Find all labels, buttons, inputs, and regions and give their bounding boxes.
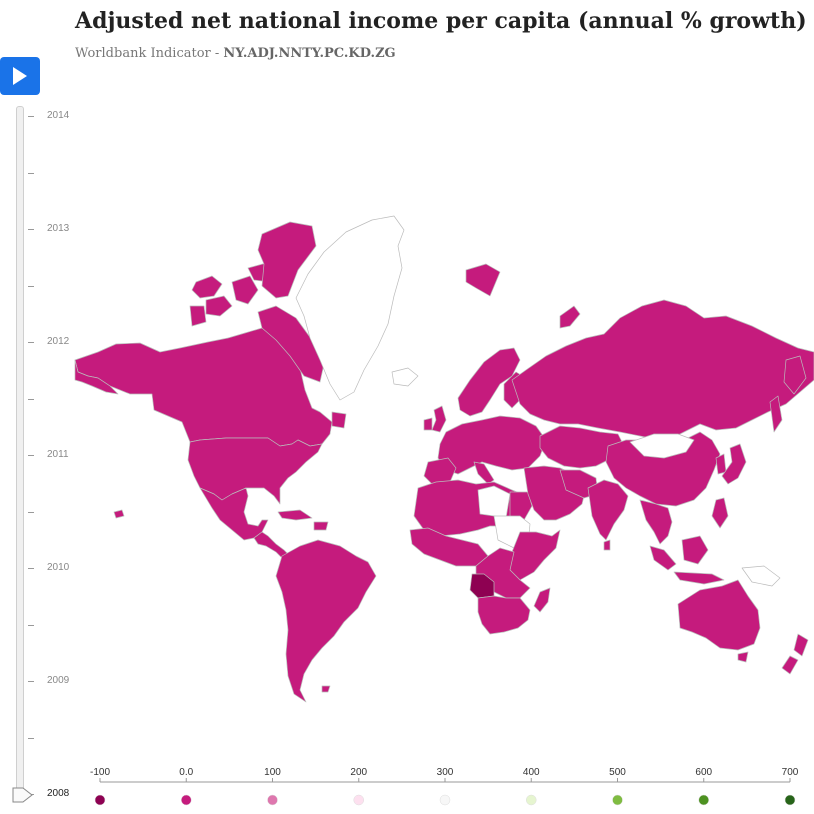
country-falklands[interactable]	[321, 685, 331, 693]
timeline-minor-tick	[28, 285, 34, 287]
country-novaya-zemlya[interactable]	[559, 305, 581, 329]
country-canada-arctic-2[interactable]	[205, 295, 233, 317]
chart-subtitle: Worldbank Indicator - NY.ADJ.NNTY.PC.KD.…	[75, 46, 396, 61]
legend-swatch	[784, 794, 796, 806]
country-alaska[interactable]	[74, 359, 119, 395]
legend-swatch	[353, 794, 364, 806]
country-ireland[interactable]	[423, 417, 433, 431]
country-sumatra[interactable]	[649, 545, 677, 571]
timeline-slider-handle[interactable]	[12, 787, 34, 803]
timeline-minor-tick	[28, 172, 34, 174]
country-iceland[interactable]	[391, 367, 419, 387]
timeline-tick	[28, 681, 34, 682]
legend-label: 700	[782, 767, 799, 778]
timeline-year-label[interactable]: 2014	[47, 110, 70, 121]
timeline-tick	[28, 455, 34, 456]
country-hawaii[interactable]	[113, 509, 125, 519]
timeline-year-label[interactable]: 2012	[47, 336, 70, 347]
subtitle-prefix: Worldbank Indicator -	[75, 46, 224, 61]
country-southeast-asia[interactable]	[639, 499, 673, 545]
legend-label: 300	[437, 767, 454, 778]
country-india[interactable]	[587, 479, 629, 541]
legend-swatch	[526, 794, 537, 806]
timeline-year-label[interactable]: 2008	[47, 788, 70, 799]
country-tasmania[interactable]	[737, 651, 749, 663]
legend-label: 500	[609, 767, 626, 778]
timeline-year-label[interactable]: 2010	[47, 562, 70, 573]
legend-label: 400	[523, 767, 540, 778]
country-japan[interactable]	[721, 443, 747, 485]
legend-swatch	[698, 794, 709, 806]
country-greenland[interactable]	[295, 215, 405, 401]
legend-swatch	[181, 794, 192, 806]
timeline-year-label[interactable]: 2011	[47, 449, 69, 460]
country-sri-lanka[interactable]	[603, 539, 611, 551]
timeline-tick	[28, 568, 34, 569]
legend-label: -100	[90, 767, 110, 778]
timeline-minor-tick	[28, 737, 34, 739]
legend-swatch	[94, 794, 106, 806]
country-svalbard[interactable]	[465, 263, 501, 297]
country-nz-south[interactable]	[781, 655, 799, 675]
play-icon	[13, 67, 27, 85]
country-nz-north[interactable]	[793, 633, 809, 657]
country-uk[interactable]	[431, 405, 447, 433]
legend-swatch	[267, 794, 278, 806]
country-papua[interactable]	[741, 565, 781, 587]
country-taiwan-philippines[interactable]	[711, 497, 729, 529]
country-kamchatka[interactable]	[783, 355, 807, 395]
country-southern-africa[interactable]	[477, 595, 531, 635]
country-canada-arctic-5[interactable]	[257, 221, 317, 299]
legend-label: 600	[695, 767, 712, 778]
chart-title: Adjusted net national income per capita …	[75, 8, 807, 34]
timeline-tick	[28, 116, 34, 117]
timeline-tick	[28, 342, 34, 343]
country-australia[interactable]	[677, 579, 761, 651]
legend-swatch	[439, 794, 451, 806]
country-newfoundland[interactable]	[331, 411, 347, 429]
timeline-year-label[interactable]: 2013	[47, 223, 70, 234]
country-egypt[interactable]	[509, 491, 533, 521]
country-canada-arctic-3[interactable]	[231, 275, 259, 305]
country-mongolia-nodata[interactable]	[629, 433, 695, 459]
play-button[interactable]	[0, 57, 40, 95]
legend-label: 200	[350, 767, 367, 778]
country-sulawesi-java[interactable]	[673, 571, 725, 585]
country-cuba[interactable]	[277, 509, 313, 521]
country-baffin[interactable]	[257, 305, 325, 383]
legend-swatch	[612, 794, 623, 806]
timeline-minor-tick	[28, 398, 34, 400]
country-canada-arctic-1[interactable]	[191, 275, 223, 299]
indicator-code: NY.ADJ.NNTY.PC.KD.ZG	[223, 46, 396, 61]
timeline-year-label[interactable]: 2009	[47, 675, 70, 686]
country-madagascar[interactable]	[533, 587, 551, 613]
country-borneo[interactable]	[681, 535, 709, 565]
timeline-minor-tick	[28, 511, 34, 513]
country-sakhalin[interactable]	[769, 395, 783, 433]
country-south-america[interactable]	[275, 539, 377, 703]
legend-label: 0.0	[179, 767, 193, 778]
timeline-tick	[28, 229, 34, 230]
country-hispaniola[interactable]	[313, 521, 329, 531]
country-russia[interactable]	[511, 299, 814, 441]
timeline-minor-tick	[28, 624, 34, 626]
country-canada-arctic-6[interactable]	[189, 305, 207, 327]
legend-label: 100	[264, 767, 281, 778]
country-mexico[interactable]	[199, 487, 269, 541]
